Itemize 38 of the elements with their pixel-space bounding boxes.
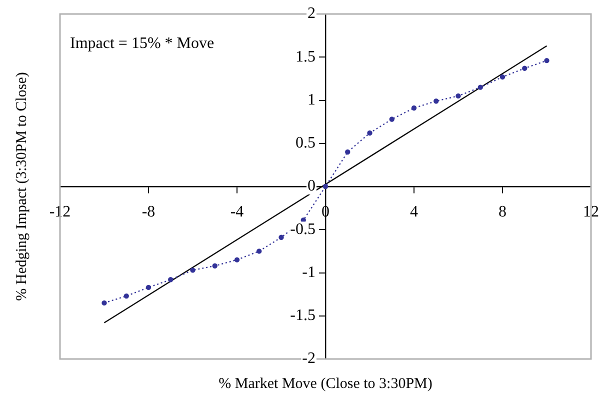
x-tick-label: 4 <box>410 203 418 220</box>
point <box>345 149 350 155</box>
x-tick-label: 8 <box>498 203 506 220</box>
point <box>278 234 284 240</box>
point <box>478 84 483 90</box>
point <box>168 277 174 282</box>
x-tick-label: -12 <box>49 203 71 220</box>
y-tick-label: -2 <box>302 350 316 368</box>
y-axis-title: % Hedging Impact (3:30PM to Close) <box>14 72 30 301</box>
x-tick-label: -4 <box>230 203 244 220</box>
point <box>456 93 461 99</box>
point <box>212 263 218 268</box>
point <box>234 257 240 262</box>
annotation: Impact = 15% * Move <box>70 35 214 52</box>
y-tick-label: 0 <box>308 178 316 195</box>
point <box>389 116 394 122</box>
y-tick-label: 2 <box>308 5 316 22</box>
y-tick-label: 1.5 <box>296 48 316 66</box>
x-tick-label: 12 <box>583 203 599 220</box>
point <box>190 268 196 273</box>
point <box>411 105 417 111</box>
point <box>102 300 107 306</box>
point <box>256 248 262 254</box>
point <box>544 58 550 64</box>
y-tick-label: -1 <box>302 264 316 281</box>
point <box>322 184 328 190</box>
point <box>434 98 439 104</box>
y-tick-label: -1.5 <box>290 307 316 324</box>
y-tick-label: 1 <box>308 91 316 108</box>
y-tick-label: -0.5 <box>290 220 316 238</box>
x-tick-label: -8 <box>142 203 156 220</box>
point <box>522 66 528 71</box>
point <box>124 293 129 299</box>
y-tick-label: 0.5 <box>296 134 316 152</box>
x-axis-title: % Market Move (Close to 3:30PM) <box>218 376 432 392</box>
point <box>146 284 152 290</box>
point <box>367 130 372 136</box>
point <box>500 74 506 80</box>
